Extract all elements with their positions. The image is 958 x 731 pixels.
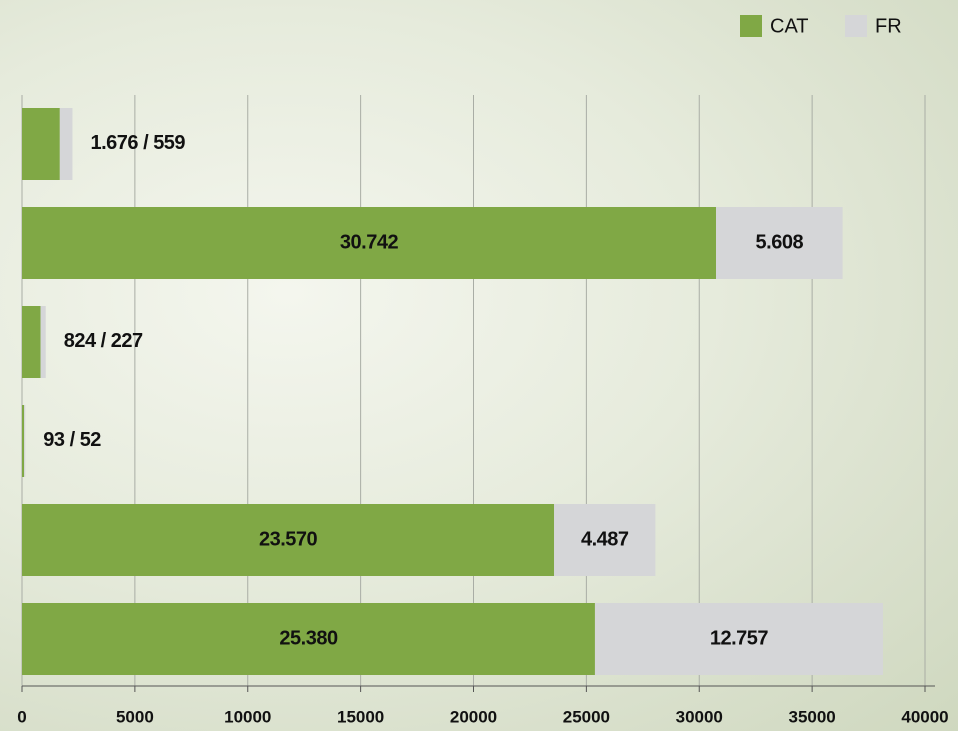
bar-segment — [594, 603, 883, 675]
value-label: 12.757 — [710, 627, 769, 649]
x-tick-label: 10000 — [224, 707, 271, 726]
bar-segment — [40, 306, 46, 378]
x-tick-label: 35000 — [788, 707, 835, 726]
value-label: 1.676 / 559 — [90, 132, 185, 154]
bar-segment — [22, 405, 25, 477]
bar-segment — [22, 207, 717, 279]
x-tick-label: 20000 — [450, 707, 497, 726]
value-label-part: 227 — [111, 330, 143, 352]
value-label-part: 93 — [43, 429, 65, 451]
bar-segment — [24, 405, 26, 477]
bar-segment — [22, 603, 595, 675]
value-label: 5.608 — [756, 231, 804, 253]
value-label: 30.742 — [340, 231, 399, 253]
bar-segment — [22, 108, 60, 180]
bar-segment — [554, 504, 656, 576]
legend-label: CAT — [770, 15, 809, 37]
value-label-part: 559 — [153, 132, 185, 154]
label-separator: / — [138, 132, 153, 154]
label-separator: / — [96, 330, 111, 352]
value-label-part: 52 — [80, 429, 102, 451]
value-label-part: 1.676 — [90, 132, 138, 154]
x-tick-label: 15000 — [337, 707, 384, 726]
legend-label: FR — [875, 15, 902, 37]
x-tick-label: 25000 — [563, 707, 610, 726]
x-tick-label: 30000 — [676, 707, 723, 726]
value-label: 25.380 — [279, 627, 338, 649]
x-tick-label: 0 — [17, 707, 26, 726]
legend-swatch — [740, 15, 762, 37]
bar-segment — [22, 504, 555, 576]
value-label: 4.487 — [581, 528, 629, 550]
bar-segment — [22, 306, 41, 378]
value-label: 23.570 — [259, 528, 318, 550]
label-separator: / — [65, 429, 80, 451]
bar-segment — [59, 108, 73, 180]
value-label: 93 / 52 — [43, 429, 101, 451]
legend-swatch — [845, 15, 867, 37]
value-label-part: 824 — [64, 330, 97, 352]
bar-segment — [716, 207, 843, 279]
x-tick-label: 40000 — [901, 707, 948, 726]
x-tick-label: 5000 — [116, 707, 154, 726]
value-label: 824 / 227 — [64, 330, 143, 352]
